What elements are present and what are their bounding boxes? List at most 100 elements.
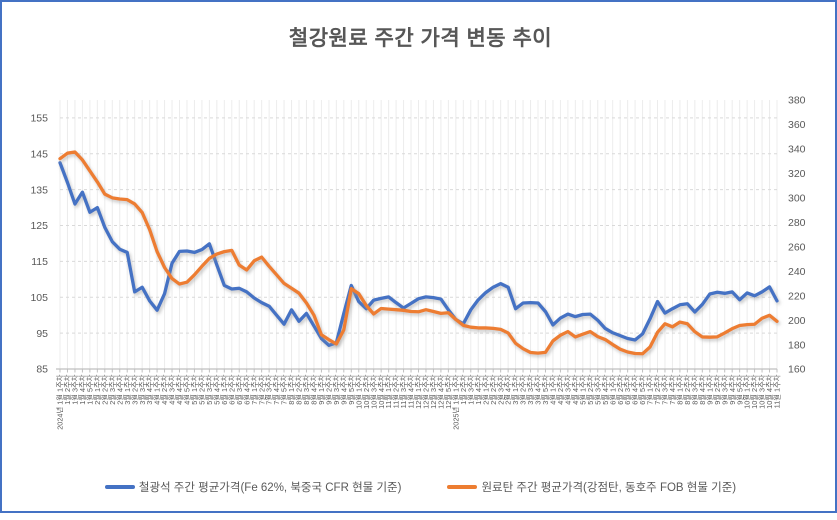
- x-axis-category-label: 10월 1주차: [743, 374, 752, 409]
- x-axis-category-label: 1월 5주차: [85, 374, 94, 405]
- right-axis-labels: 380 360 340 320 300 280 260 240 220 200 180 160: [788, 95, 806, 376]
- x-axis-category-label: 8월 1주차: [676, 374, 685, 405]
- x-axis-category-label: 6월 2주차: [616, 374, 625, 405]
- x-axis-category-label: 11월 1주차: [384, 374, 393, 408]
- right-axis-tick-label: 320: [788, 168, 806, 180]
- x-axis-category-label: 1월 4주차: [474, 374, 483, 405]
- x-axis-category-label: 6월 1주차: [608, 374, 617, 405]
- left-axis-tick-label: 135: [30, 184, 48, 196]
- x-axis-category-label: 5월 1주차: [578, 374, 587, 405]
- x-axis-ticks: [59, 369, 778, 373]
- right-axis-tick-label: 280: [788, 217, 806, 229]
- x-axis-category-label: 5월 3주차: [593, 374, 602, 405]
- x-axis-category-label: 5월 4주차: [601, 374, 610, 405]
- x-axis-category-label: 2월 1주차: [93, 374, 102, 405]
- left-axis-tick-label: 145: [30, 149, 48, 161]
- x-axis-category-label: 9월 1주차: [705, 374, 714, 405]
- x-axis-category-label: 12월 3주차: [429, 374, 438, 409]
- right-axis-tick-label: 380: [788, 95, 806, 107]
- x-axis-category-label: 9월 5주차: [735, 374, 744, 405]
- x-axis-category-label: 7월 2주차: [653, 374, 662, 405]
- x-axis-category-label: 3월 1주차: [123, 374, 132, 405]
- x-axis-category-label: 1월 3주차: [71, 374, 80, 405]
- x-axis-category-label: 6월 3주차: [235, 374, 244, 405]
- x-axis-category-label: 10월 1주차: [354, 374, 363, 409]
- x-axis-category-label: 9월 3주차: [332, 374, 341, 405]
- right-axis-tick-label: 300: [788, 193, 806, 205]
- left-axis-tick-label: 115: [31, 256, 48, 268]
- x-axis-category-label: 2월 4주차: [504, 374, 513, 405]
- x-axis-category-label: 9월 3주차: [720, 374, 729, 405]
- x-axis-category-label: 9월 4주차: [339, 374, 348, 405]
- x-axis-category-label: 2월 4주차: [115, 374, 124, 405]
- x-axis-category-label: 5월 2주차: [198, 374, 207, 405]
- x-axis-category-label: 1월 2주차: [459, 374, 468, 405]
- x-axis-category-label: 2월 1주차: [481, 374, 490, 405]
- x-axis-category-label: 3월 4주차: [534, 374, 543, 405]
- legend: 철광석 주간 평균가격(Fe 62%, 북중국 CFR 현물 기준) 원료탄 주…: [2, 479, 837, 495]
- x-axis-category-label: 7월 5주차: [280, 374, 289, 405]
- x-axis-category-label: 11월 1주차: [773, 374, 782, 408]
- x-axis-category-label: 10월 2주차: [750, 374, 759, 409]
- x-axis-category-label: 8월 2주차: [683, 374, 692, 405]
- x-axis-category-label: 6월 5주차: [638, 374, 647, 405]
- left-axis-labels: 155 145 135 125 115 105 95 85: [30, 113, 48, 376]
- x-axis-category-label: 5월 4주차: [212, 374, 221, 405]
- x-axis-category-label: 9월 5주차: [347, 374, 356, 405]
- x-axis-category-label: 11월 4주차: [407, 374, 416, 408]
- x-axis-category-label: 9월 1주차: [317, 374, 326, 405]
- x-axis-category-label: 7월 3주차: [265, 374, 274, 405]
- left-axis-tick-label: 105: [30, 292, 48, 304]
- x-axis-category-label: 4월 2주차: [556, 374, 565, 405]
- x-axis-category-label: 12월 1주차: [414, 374, 423, 409]
- x-axis-category-label: 2월 2주차: [489, 374, 498, 405]
- x-axis-category-label: 6월 2주차: [227, 374, 236, 405]
- x-axis-category-label: 4월 1주차: [153, 374, 162, 405]
- x-axis-category-label: 6월 4주차: [631, 374, 640, 405]
- x-axis-category-label: 9월 2주차: [713, 374, 722, 405]
- x-axis-category-label: 7월 4주차: [272, 374, 281, 405]
- x-axis-category-label: 3월 4주차: [145, 374, 154, 405]
- right-axis-tick-label: 220: [788, 290, 806, 302]
- x-axis-category-label: 4월 2주차: [160, 374, 169, 405]
- x-axis-category-label: 3월 3주차: [526, 374, 535, 405]
- x-axis-category-label: 5월 3주차: [205, 374, 214, 405]
- x-axis-category-label: 8월 2주차: [295, 374, 304, 405]
- x-axis-category-label: 7월 4주차: [668, 374, 677, 405]
- x-axis-category-label: 10월 4주차: [765, 374, 774, 409]
- right-axis-tick-label: 260: [788, 241, 806, 253]
- x-axis-category-label: 2월 3주차: [108, 374, 117, 405]
- x-axis-category-label: 4월 3주차: [168, 374, 177, 405]
- x-axis-category-label: 10월 4주차: [377, 374, 386, 409]
- x-axis-category-label: 3월 3주차: [138, 374, 147, 405]
- left-axis-tick-label: 85: [36, 364, 48, 376]
- x-axis-category-label: 10월 3주차: [758, 374, 767, 409]
- x-axis-category-label: 10월 3주차: [369, 374, 378, 409]
- x-axis-category-label: 4월 4주차: [571, 374, 580, 405]
- x-axis-category-label: 4월 5주차: [183, 374, 192, 405]
- x-axis-category-label: 3월 2주차: [130, 374, 139, 405]
- x-axis-category-label: 1월 4주차: [78, 374, 87, 405]
- x-axis-category-label: 10월 2주차: [362, 374, 371, 409]
- left-axis-tick-label: 125: [30, 220, 48, 232]
- x-axis-category-label: 11월 3주차: [399, 374, 408, 408]
- x-axis-category-label: 7월 3주차: [661, 374, 670, 405]
- legend-item-coking-coal: 원료탄 주간 평균가격(강점탄, 동호주 FOB 현물 기준): [447, 479, 736, 495]
- right-axis-tick-label: 180: [788, 339, 806, 351]
- legend-item-iron-ore: 철광석 주간 평균가격(Fe 62%, 북중국 CFR 현물 기준): [104, 479, 401, 495]
- x-axis-category-label: 6월 1주차: [220, 374, 229, 405]
- x-axis-category-label: 4월 1주차: [549, 374, 558, 405]
- x-axis-category-label: 9월 4주차: [728, 374, 737, 405]
- right-axis-tick-label: 360: [788, 119, 806, 131]
- x-axis-category-label: 5월 2주차: [586, 374, 595, 405]
- vertical-gridlines: [59, 100, 778, 369]
- left-axis-tick-label: 155: [30, 113, 48, 125]
- x-axis-category-label: 3월 2주차: [519, 374, 528, 405]
- x-axis-category-label: 8월 4주차: [698, 374, 707, 405]
- coking-coal-line-marker: [447, 485, 478, 489]
- x-axis-category-label: 6월 3주차: [623, 374, 632, 405]
